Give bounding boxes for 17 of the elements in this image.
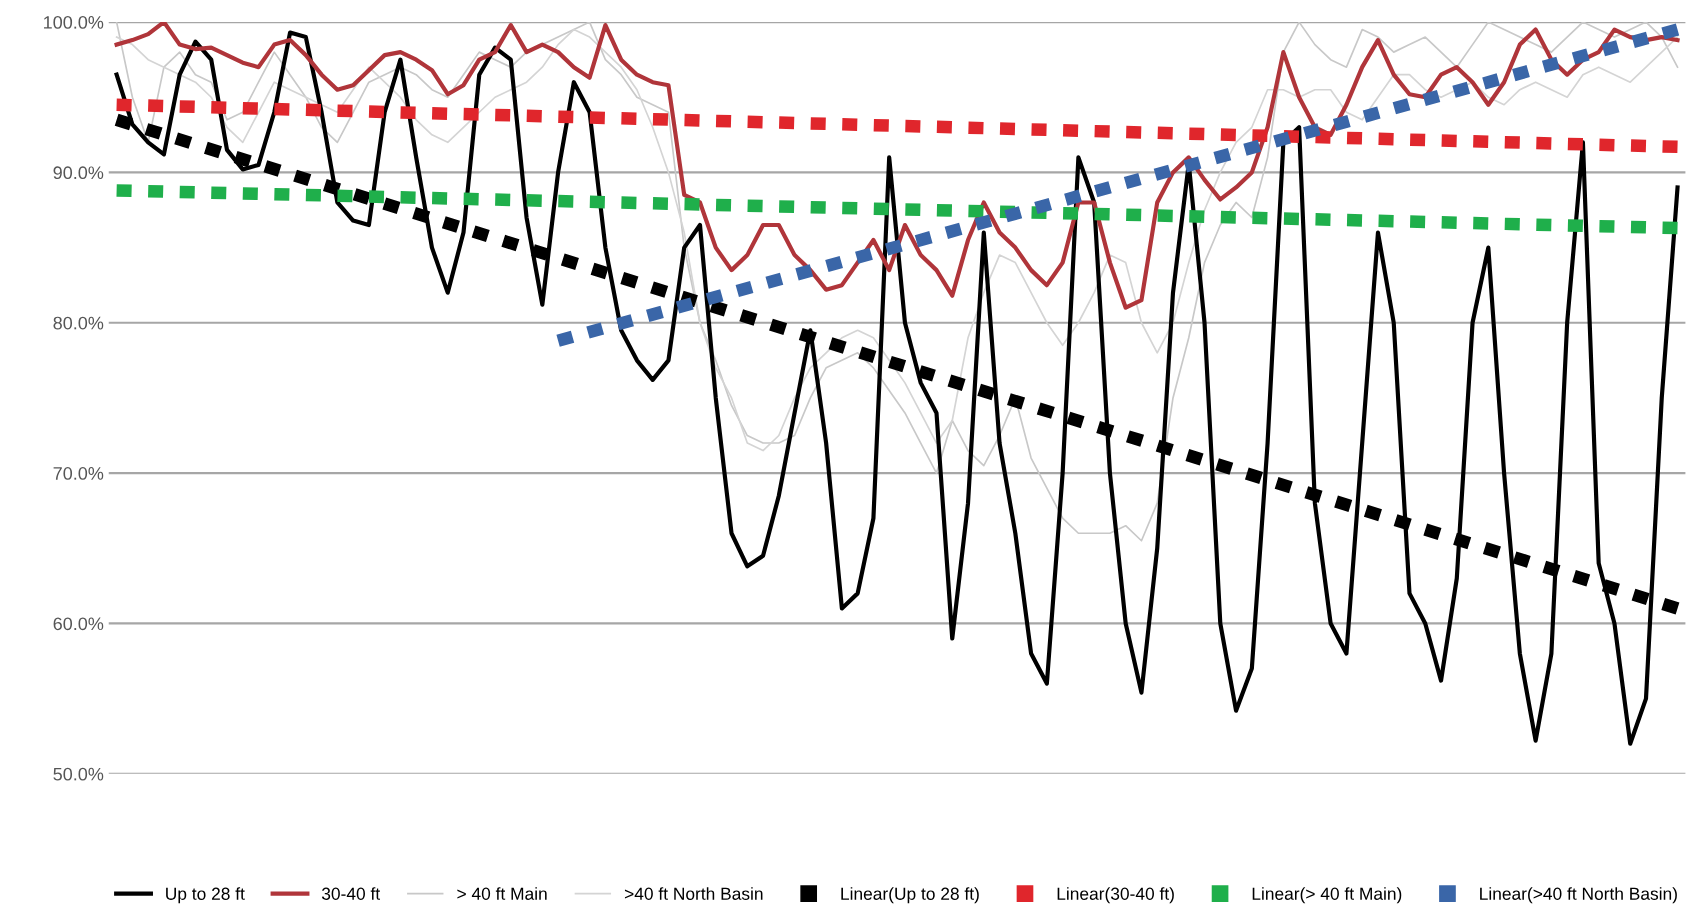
y-tick-label: 70.0% [53, 467, 104, 480]
line-series [114, 30, 1680, 746]
legend-label: 30-40 ft [321, 887, 381, 900]
y-tick-label: 60.0% [53, 617, 104, 631]
y-tick-label: 100.0% [44, 15, 104, 29]
legend-label: Linear(> 40 ft Main) [1252, 887, 1402, 904]
line-series [115, 22, 1679, 542]
legend-label: > 40 ft Main [457, 887, 547, 900]
legend-label: Linear(>40 ft North Basin) [1480, 887, 1677, 904]
line-series [114, 22, 1680, 310]
y-tick-label: 90.0% [53, 166, 104, 180]
y-tick-label: 80.0% [53, 316, 104, 330]
legend-label: Linear(30-40 ft) [1057, 887, 1174, 904]
y-tick-label: 50.0% [53, 767, 104, 781]
legend-label: Linear(Up to 28 ft) [841, 887, 979, 904]
legend-label: Up to 28 ft [166, 887, 245, 904]
legend-label: >40 ft North Basin [624, 887, 763, 900]
